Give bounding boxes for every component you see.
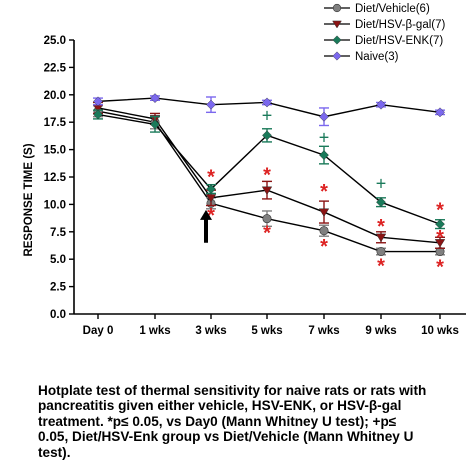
line-chart: 0.0 2.5 5.0 7.5 10.0 12.5 15.0 17.5 20.0 22.5 25.0… <box>23 3 466 337</box>
significance-plus: + <box>376 173 387 193</box>
y-tick-label: 5.0 <box>50 254 66 266</box>
data-point <box>319 111 329 122</box>
legend-entry: Diet/HSV-β-gal(7) <box>324 19 446 31</box>
legend-label: Naive(3) <box>355 51 399 63</box>
series-group <box>93 109 445 230</box>
x-tick-label: Day 0 <box>83 325 114 337</box>
y-tick-label: 10.0 <box>44 199 66 211</box>
caption-line: pancreatitis given either vehicle, HSV-E… <box>38 398 402 414</box>
data-point <box>318 208 330 217</box>
figure-caption: Hotplate test of thermal sensitivity for… <box>38 383 474 460</box>
y-tick-label: 15.0 <box>44 145 66 157</box>
data-point <box>376 99 386 110</box>
chart-legend: Diet/Vehicle(6) Diet/HSV-β-gal(7) Diet/HSV… <box>324 3 446 63</box>
data-point <box>261 186 273 196</box>
x-tick-label: 9 wks <box>365 325 396 337</box>
x-tick-label: 3 wks <box>195 325 226 337</box>
significance-asterisk: * <box>207 205 215 227</box>
legend-entry: Naive(3) <box>324 51 399 63</box>
legend-label: Diet/HSV-ENK(7) <box>355 35 443 47</box>
data-point <box>332 3 342 13</box>
significance-asterisk: * <box>377 216 385 238</box>
caption-line: test). <box>38 444 71 460</box>
y-tick-label: 7.5 <box>50 227 67 239</box>
legend-entry: Diet/HSV-ENK(7) <box>324 35 443 47</box>
data-point <box>262 97 272 108</box>
y-tick-label: 12.5 <box>44 172 67 184</box>
caption-line: Hotplate test of thermal sensitivity for… <box>38 383 427 398</box>
data-point <box>262 214 272 224</box>
y-tick-label: 2.5 <box>50 282 67 294</box>
arrow-head <box>200 209 212 220</box>
significance-plus: + <box>319 127 330 147</box>
data-point <box>319 150 329 160</box>
significance-asterisk: * <box>436 200 444 222</box>
caption-line: 0.05, Diet/HSV-Enk group vs Diet/Vehicle… <box>38 429 414 445</box>
data-point <box>435 107 445 118</box>
data-point <box>332 20 342 29</box>
data-point <box>206 184 216 194</box>
data-point <box>206 99 216 110</box>
legend-label: Diet/Vehicle(6) <box>355 3 430 15</box>
y-tick-label: 25.0 <box>44 35 66 47</box>
legend-entry: Diet/Vehicle(6) <box>324 3 430 15</box>
chart-axes: 0.0 2.5 5.0 7.5 10.0 12.5 15.0 17.5 20.0 22.5 25.0… <box>44 35 466 337</box>
y-tick-label: 0.0 <box>50 309 66 321</box>
significance-asterisk: * <box>263 223 271 245</box>
data-point <box>93 96 103 107</box>
data-point <box>435 219 445 230</box>
y-tick-label: 17.5 <box>44 117 67 129</box>
significance-asterisk: * <box>436 227 444 249</box>
x-tick-label: 5 wks <box>251 325 282 337</box>
chart-plot-area: * * * * * * * * * * * + + + <box>92 93 446 279</box>
data-point <box>319 226 329 236</box>
significance-asterisk: * <box>377 255 385 277</box>
data-point <box>434 239 446 248</box>
series-group <box>93 93 445 127</box>
data-point <box>205 194 217 203</box>
x-tick-label: 1 wks <box>139 325 170 337</box>
data-point <box>376 247 386 257</box>
y-tick-label: 20.0 <box>44 90 66 102</box>
x-tick-label: 7 wks <box>308 325 339 337</box>
significance-asterisk: * <box>207 167 215 189</box>
data-point <box>150 119 160 130</box>
significance-asterisk: * <box>320 181 328 203</box>
y-axis-label: RESPONSE TIME (S) <box>23 143 35 256</box>
significance-asterisk: * <box>436 257 444 279</box>
legend-label: Diet/HSV-β-gal(7) <box>355 19 446 31</box>
caption-line: treatment. *p≤ 0.05, vs Day0 (Mann Whitn… <box>38 413 397 429</box>
y-tick-label: 22.5 <box>44 62 67 74</box>
significance-asterisk: * <box>320 236 328 258</box>
data-point <box>332 51 342 61</box>
data-point <box>332 35 342 45</box>
arrow-up-icon <box>200 209 212 243</box>
significance-plus: + <box>262 106 273 126</box>
data-point <box>375 233 387 243</box>
data-point <box>93 109 103 120</box>
significance-asterisk: * <box>263 165 271 187</box>
x-tick-label: 10 wks <box>421 325 459 337</box>
data-point <box>262 130 272 141</box>
data-point <box>376 197 386 208</box>
data-point <box>150 93 160 103</box>
